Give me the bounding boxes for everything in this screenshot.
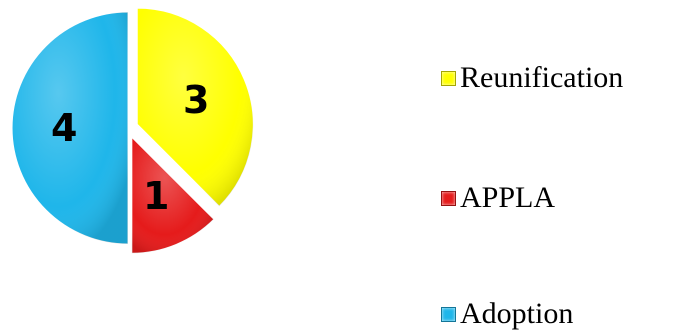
legend-item-appla: APPLA [441,178,555,218]
legend-item-reunification: Reunification [441,58,623,98]
legend-swatch-appla [441,190,456,206]
pie-chart: 3 1 4 [11,7,254,254]
pie-data-label-reunification: 3 [183,78,209,122]
legend-label-reunification: Reunification [460,61,624,94]
legend-item-adoption: Adoption [441,294,573,334]
legend-swatch-adoption [441,306,456,322]
legend-swatch-reunification [441,70,456,86]
pie-data-label-adoption: 4 [51,106,77,150]
chart-legend: Reunification APPLA Adoption [441,0,689,333]
legend-label-adoption: Adoption [460,297,574,330]
pie-slice-shading-reunification [137,8,254,207]
pie-data-label-appla: 1 [143,174,169,218]
pie-slice-shading-adoption [12,12,128,244]
pie-slice-shading-appla [131,137,214,254]
legend-label-appla: APPLA [460,181,556,214]
